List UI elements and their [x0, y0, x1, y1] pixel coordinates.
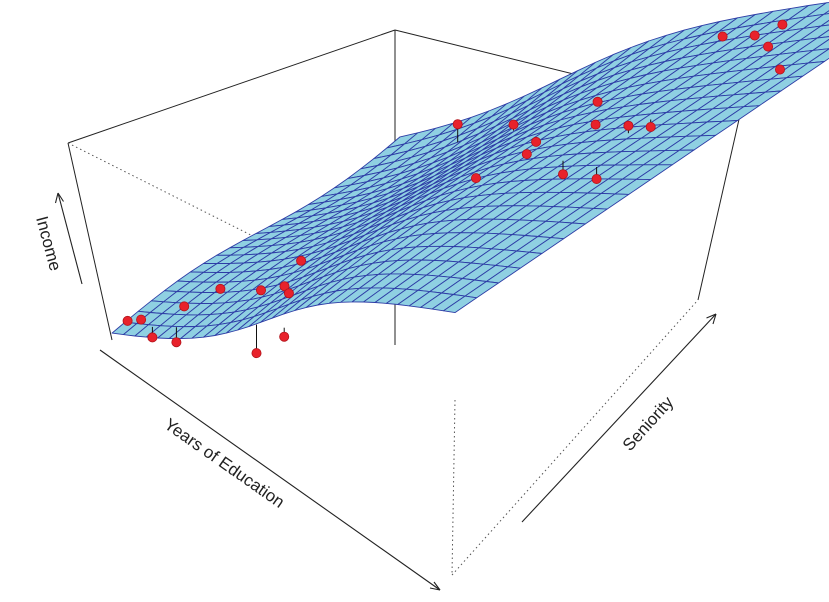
observation-point: [296, 255, 307, 266]
observation-point: [508, 119, 519, 130]
income-axis-arrow: [57, 192, 83, 285]
education-arrow-head: [429, 581, 441, 591]
observation-point: [521, 149, 532, 160]
observation-point: [179, 301, 190, 312]
box-edge-hidden-bottom-right: [451, 299, 699, 576]
observation-point: [283, 288, 294, 299]
observation-point: [590, 119, 601, 130]
observation-point: [122, 315, 133, 326]
surface-cell: [820, 19, 829, 27]
observation-points: [122, 19, 788, 359]
observation-point: [531, 136, 542, 147]
axis-arrows: [54, 192, 717, 591]
observation-point: [592, 96, 603, 107]
observation-point: [251, 348, 262, 359]
observation-point: [777, 19, 788, 30]
observation-point: [470, 173, 481, 184]
box-edge-back-top: [67, 29, 396, 144]
observation-point: [749, 30, 760, 41]
observation-point: [147, 332, 158, 343]
observation-point: [136, 314, 147, 325]
box-edge-hidden-front-vertical: [451, 399, 456, 576]
observation-point: [775, 64, 786, 75]
seniority-arrow-head: [706, 313, 717, 325]
observation-point: [645, 122, 656, 133]
x-axis-label: Years of Education: [161, 415, 288, 512]
observation-point: [255, 285, 266, 296]
z-axis-label: Income: [32, 214, 65, 273]
observation-point: [623, 120, 634, 131]
box-edge-left-vertical: [67, 142, 113, 341]
observation-point: [452, 119, 463, 130]
observation-point: [215, 283, 226, 294]
observation-point: [717, 31, 728, 42]
fitted-surface: [111, 1, 829, 340]
education-axis-arrow: [99, 349, 441, 591]
observation-point: [279, 331, 290, 342]
income-arrow-head: [54, 192, 64, 204]
box-edge-right-vertical: [697, 114, 741, 301]
observation-point: [591, 173, 602, 184]
observation-point: [171, 337, 182, 348]
observation-point: [279, 281, 290, 292]
seniority-axis-arrow: [521, 313, 717, 523]
observation-point: [558, 169, 569, 180]
y-axis-label: Seniority: [619, 392, 678, 454]
observation-point: [763, 41, 774, 52]
surface-cell: [443, 295, 478, 314]
